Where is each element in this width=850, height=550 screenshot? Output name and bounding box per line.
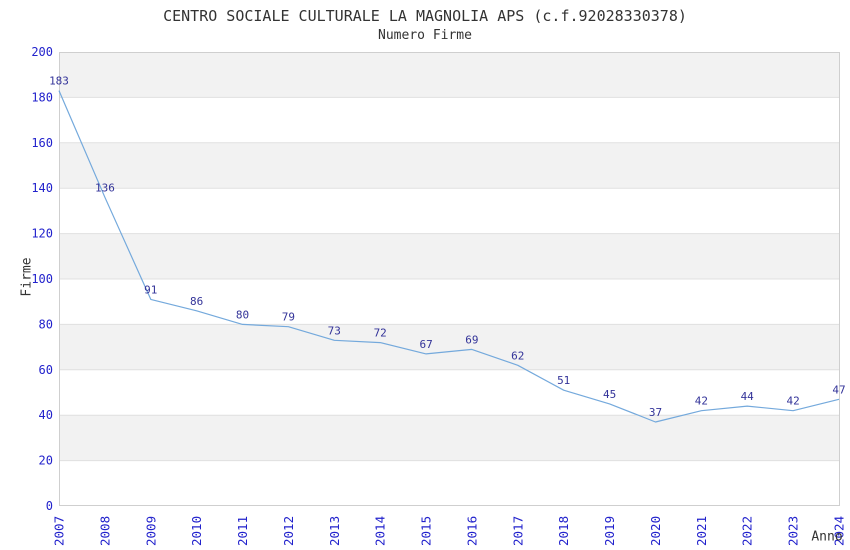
x-tick-label: 2023	[786, 516, 801, 546]
y-tick-label: 160	[31, 136, 53, 150]
data-point-label: 42	[695, 395, 708, 408]
data-point-label: 72	[374, 327, 387, 340]
y-tick-label: 40	[39, 408, 53, 422]
y-tick-label: 200	[31, 45, 53, 59]
data-point-label: 86	[190, 295, 203, 308]
data-point-label: 45	[603, 388, 616, 401]
x-tick-label: 2019	[602, 516, 617, 546]
data-point-label: 69	[465, 333, 478, 346]
y-tick-label: 140	[31, 181, 53, 195]
data-point-label: 62	[511, 349, 524, 362]
data-point-label: 73	[328, 324, 341, 337]
x-tick-label: 2009	[143, 516, 158, 546]
x-tick-label: 2021	[694, 516, 709, 546]
x-tick-label: 2015	[419, 516, 434, 546]
data-point-label: 67	[419, 338, 432, 351]
x-tick-label: 2024	[832, 516, 847, 546]
y-tick-label: 100	[31, 272, 53, 286]
plot-band	[59, 52, 840, 98]
x-tick-label: 2016	[464, 516, 479, 546]
y-tick-label: 0	[46, 499, 53, 513]
data-point-label: 51	[557, 374, 570, 387]
x-tick-label: 2018	[556, 516, 571, 546]
x-tick-label: 2011	[235, 516, 250, 546]
plot-band	[59, 324, 840, 370]
data-point-label: 183	[49, 75, 69, 88]
data-point-label: 44	[741, 390, 755, 403]
data-point-label: 47	[832, 383, 845, 396]
x-tick-label: 2008	[97, 516, 112, 546]
x-tick-label: 2020	[648, 516, 663, 546]
plot-band	[59, 415, 840, 461]
plot-band	[59, 233, 840, 279]
chart-title: CENTRO SOCIALE CULTURALE LA MAGNOLIA APS…	[163, 7, 687, 25]
y-tick-label: 20	[39, 454, 53, 468]
y-tick-label: 60	[39, 363, 53, 377]
data-point-label: 37	[649, 406, 662, 419]
data-point-label: 91	[144, 283, 157, 296]
data-point-label: 79	[282, 311, 295, 324]
chart-subtitle: Numero Firme	[378, 28, 472, 43]
data-point-label: 80	[236, 308, 249, 321]
x-axis-title: Anno	[811, 529, 843, 545]
x-tick-label: 2017	[510, 516, 525, 546]
plot-band	[59, 142, 840, 189]
data-point-label: 136	[95, 181, 115, 194]
x-tick-label: 2012	[281, 516, 296, 546]
y-tick-label: 180	[31, 90, 53, 104]
y-axis-title: Firme	[19, 257, 35, 297]
plot-border	[59, 52, 840, 506]
y-tick-label: 120	[31, 227, 53, 241]
x-tick-label: 2014	[373, 516, 388, 546]
data-point-label: 42	[786, 395, 799, 408]
x-tick-label: 2010	[189, 516, 204, 546]
y-tick-label: 80	[39, 317, 53, 331]
x-tick-label: 2007	[52, 516, 67, 546]
x-tick-label: 2013	[327, 516, 342, 546]
series-line	[58, 90, 840, 423]
x-tick-label: 2022	[740, 516, 755, 546]
